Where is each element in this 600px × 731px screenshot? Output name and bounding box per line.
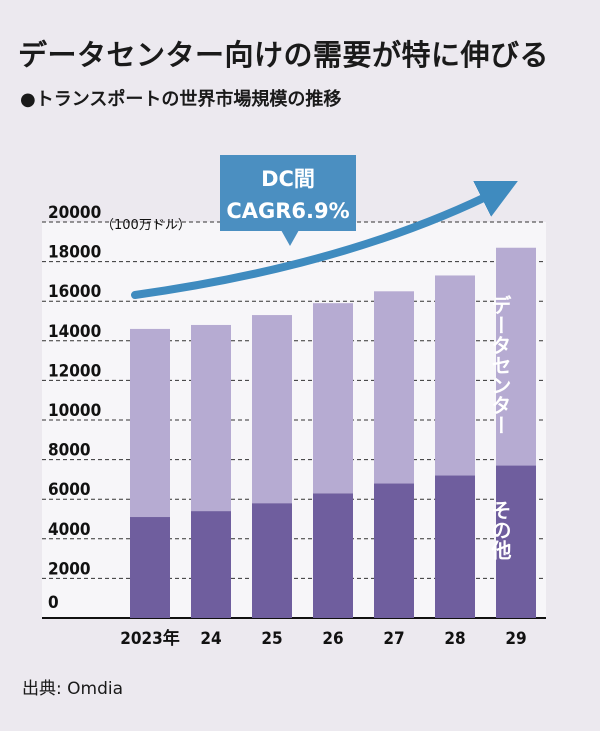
x-tick-label: 29 [505, 629, 526, 649]
bar-segment-datacenter [435, 275, 475, 476]
chart-subtitle: ●トランスポートの世界市場規模の推移 [20, 89, 342, 110]
growth-arrow [131, 181, 518, 299]
callout-pointer [281, 230, 299, 246]
series-labels: データセンター その他 [488, 294, 512, 560]
y-tick-label: 8000 [48, 441, 91, 461]
bar-segment-other [374, 483, 414, 618]
x-axis-ticks: 2023年 24 25 26 27 28 29 [120, 628, 526, 649]
bar-segment-other [313, 493, 353, 618]
bar-segment-datacenter [374, 291, 414, 484]
bar-segment-other [252, 503, 292, 618]
bar-segment-other [191, 511, 231, 618]
y-tick-label: 12000 [48, 361, 101, 381]
y-tick-label: 10000 [48, 401, 101, 421]
x-tick-label: 25 [261, 629, 282, 649]
bars [130, 247, 536, 618]
x-tick-label: 24 [200, 629, 221, 649]
bar-segment-datacenter [496, 247, 536, 466]
y-tick-label: 6000 [48, 480, 91, 500]
cagr-callout: DC間 CAGR6.9% [131, 155, 518, 299]
y-tick-label: 20000 [48, 203, 101, 223]
chart-title: データセンター向けの需要が特に伸びる [18, 38, 550, 72]
bar-segment-datacenter [252, 315, 292, 504]
x-tick-label: 2023年 [120, 628, 180, 649]
callout-line2: CAGR6.9% [226, 199, 349, 223]
y-axis-ticks: 0 2000 4000 6000 8000 10000 12000 14000 16000 180… [48, 203, 101, 613]
bar-segment-other [496, 465, 536, 618]
bar-segment-datacenter [130, 328, 170, 518]
y-tick-label: 14000 [48, 322, 101, 342]
y-tick-label: 2000 [48, 559, 91, 579]
y-tick-label: 16000 [48, 282, 101, 302]
bar-segment-datacenter [313, 303, 353, 494]
x-tick-label: 27 [383, 629, 404, 649]
y-tick-label: 18000 [48, 243, 101, 263]
y-tick-label: 4000 [48, 520, 91, 540]
callout-line1: DC間 [261, 167, 315, 191]
y-tick-label: 0 [48, 593, 59, 613]
x-tick-label: 26 [322, 629, 343, 649]
y-axis-unit: （100万ドル） [101, 218, 191, 233]
bar-segment-other [435, 475, 475, 618]
x-tick-label: 28 [444, 629, 465, 649]
bar-segment-datacenter [191, 324, 231, 512]
series-label-datacenter: データセンター [488, 294, 512, 435]
callout-box [220, 155, 356, 231]
series-label-other: その他 [488, 500, 512, 560]
source-note: 出典: Omdia [22, 679, 124, 699]
bar-segment-other [130, 517, 170, 618]
